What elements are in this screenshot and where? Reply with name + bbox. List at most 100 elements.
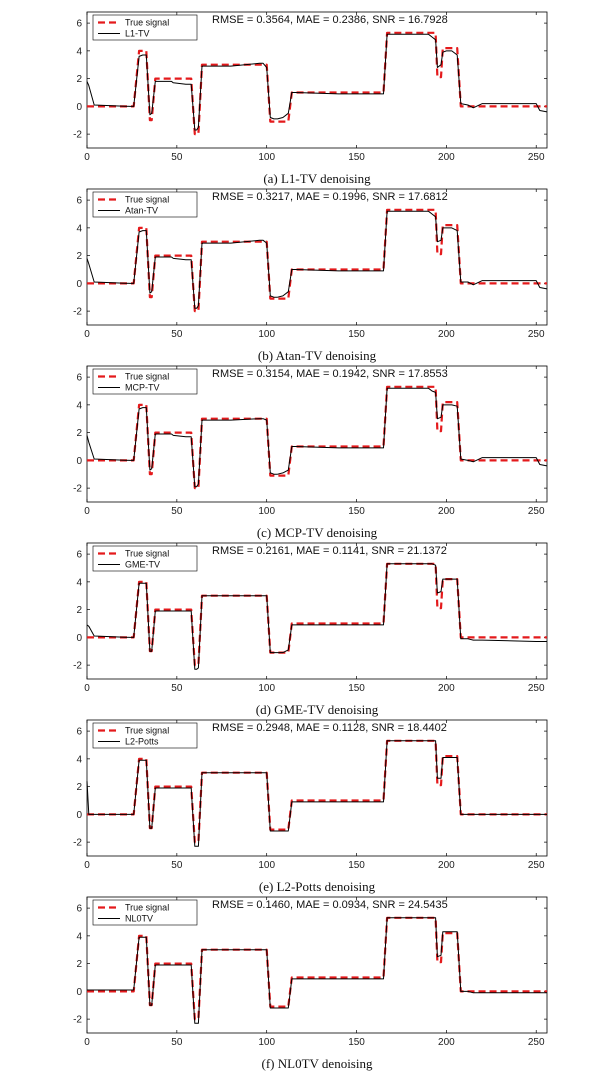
x-tick-label: 100 [258,860,275,871]
estimate-line [86,563,547,670]
y-tick-label: 2 [76,428,82,439]
metrics-text: RMSE = 0.3564, MAE = 0.2386, SNR = 16.79… [212,14,448,26]
x-tick-label: 250 [528,329,545,340]
true-signal-line [87,208,547,313]
x-tick-label: 200 [438,860,455,871]
y-tick-label: 6 [76,196,82,207]
x-tick-label: 200 [438,683,455,694]
x-tick-label: 50 [171,152,183,163]
y-tick-label: 0 [76,810,82,821]
x-tick-label: 100 [258,152,275,163]
x-tick-label: 150 [348,329,365,340]
y-tick-label: 2 [76,782,82,793]
x-tick-label: 50 [171,860,183,871]
y-tick-label: -2 [73,130,82,141]
y-tick-label: 2 [76,959,82,970]
y-tick-label: 0 [76,456,82,467]
true-signal-line [87,385,547,490]
panel-caption: (c) MCP-TV denoising [257,525,378,540]
estimate-line [86,740,547,847]
y-tick-label: 4 [76,754,82,765]
estimate-line [86,210,548,309]
estimate-line [86,387,548,488]
x-tick-label: 250 [528,152,545,163]
panel-caption: (d) GME-TV denoising [256,702,379,717]
y-tick-label: 2 [76,251,82,262]
x-tick-label: 0 [84,1037,90,1048]
true-signal-line [87,31,547,136]
y-tick-label: -2 [73,838,82,849]
x-tick-label: 200 [438,1037,455,1048]
y-tick-label: 6 [76,904,82,915]
estimate-line [86,33,548,131]
y-tick-label: 0 [76,987,82,998]
panel-caption: (a) L1-TV denoising [263,171,371,186]
y-tick-label: 0 [76,102,82,113]
y-tick-label: 4 [76,223,82,234]
y-tick-label: 4 [76,46,82,57]
metrics-text: RMSE = 0.2948, MAE = 0.1128, SNR = 18.44… [212,722,447,734]
y-tick-label: 2 [76,605,82,616]
y-tick-label: 4 [76,400,82,411]
panel-caption: (f) NL0TV denoising [262,1056,373,1071]
x-tick-label: 150 [348,683,365,694]
plot-frame [86,365,548,503]
panel-caption: (b) Atan-TV denoising [258,348,377,363]
x-tick-label: 200 [438,152,455,163]
legend-label: L1-TV [125,29,150,39]
y-tick-label: 2 [76,74,82,85]
x-tick-label: 0 [84,860,90,871]
y-tick-label: 4 [76,577,82,588]
y-tick-label: 6 [76,19,82,30]
y-tick-label: 6 [76,727,82,738]
x-tick-label: 150 [348,1037,365,1048]
x-tick-label: 50 [171,329,183,340]
x-tick-label: 100 [258,329,275,340]
legend-label: True signal [125,195,169,205]
metrics-text: RMSE = 0.3154, MAE = 0.1942, SNR = 17.85… [212,368,448,380]
legend-label: Atan-TV [125,206,158,216]
y-tick-label: 4 [76,931,82,942]
x-tick-label: 150 [348,860,365,871]
x-tick-label: 200 [438,506,455,517]
panel-caption: (e) L2-Potts denoising [259,879,376,894]
legend-label: MCP-TV [125,383,160,393]
y-tick-label: 0 [76,633,82,644]
x-tick-label: 0 [84,152,90,163]
legend-label: True signal [125,372,169,382]
true-signal-line [87,916,547,1021]
x-tick-label: 100 [258,506,275,517]
true-signal-line [87,739,547,844]
legend-label: True signal [125,903,169,913]
legend-box [92,14,198,41]
x-tick-label: 250 [528,683,545,694]
x-tick-label: 50 [171,683,183,694]
legend-box [92,722,198,749]
y-tick-label: -2 [73,661,82,672]
x-tick-label: 250 [528,1037,545,1048]
x-tick-label: 250 [528,860,545,871]
x-tick-label: 0 [84,506,90,517]
x-tick-label: 150 [348,152,365,163]
metrics-text: RMSE = 0.1460, MAE = 0.0934, SNR = 24.54… [212,899,448,911]
y-tick-label: -2 [73,1015,82,1026]
y-tick-label: 0 [76,279,82,290]
y-tick-label: -2 [73,307,82,318]
metrics-text: RMSE = 0.2161, MAE = 0.1141, SNR = 21.13… [212,545,447,557]
plot-frame [86,896,548,1034]
legend-label: GME-TV [125,560,160,570]
legend-label: NL0TV [125,914,153,924]
true-signal-line [87,562,547,667]
x-tick-label: 150 [348,506,365,517]
legend-box [92,191,198,218]
plot-frame [86,542,548,680]
estimate-line [87,917,547,1024]
x-tick-label: 100 [258,683,275,694]
legend-label: L2-Potts [125,737,159,747]
legend-box [92,368,198,395]
x-tick-label: 100 [258,1037,275,1048]
y-tick-label: -2 [73,484,82,495]
plot-frame [86,11,548,149]
x-tick-label: 50 [171,506,183,517]
